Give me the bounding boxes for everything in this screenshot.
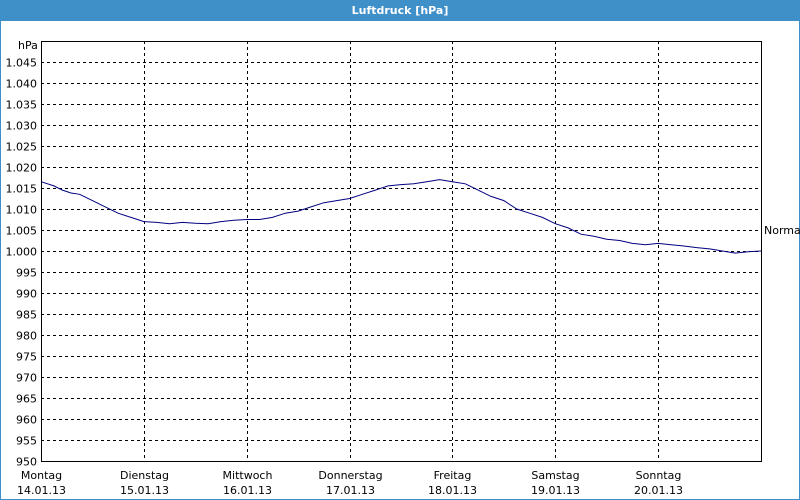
y-tick-label: 1.045	[6, 57, 38, 70]
y-tick-label: 1.010	[6, 204, 38, 217]
y-tick-label: 1.005	[6, 225, 38, 238]
y-tick-label: 1.020	[6, 162, 38, 175]
y-tick-label: 1.025	[6, 141, 38, 154]
y-tick-label: 975	[16, 351, 37, 364]
y-tick-label: 1.030	[6, 120, 38, 133]
x-axis-tick-labels: Montag 14.01.13 Dienstag 15.01.13 Mittwoch 16…	[17, 469, 683, 497]
y-tick-label: 1.035	[6, 99, 38, 112]
y-axis-tick-labels: 950 955 960 965 970 975 980 985 990 995 1.000 1.005…	[6, 57, 38, 469]
y-axis-label: hPa	[18, 39, 38, 52]
x-tick-day-label: Dienstag	[120, 469, 169, 482]
x-tick-date-label: 16.01.13	[223, 484, 272, 497]
x-tick-date-label: 18.01.13	[428, 484, 477, 497]
x-tick-date-label: 19.01.13	[531, 484, 580, 497]
chart-title: Luftdruck [hPa]	[0, 0, 800, 21]
x-tick-day-label: Donnerstag	[318, 469, 382, 482]
x-tick-day-label: Sonntag	[636, 469, 682, 482]
y-tick-label: 960	[16, 414, 37, 427]
y-tick-label: 1.040	[6, 78, 38, 91]
y-tick-label: 990	[16, 288, 37, 301]
y-tick-label: 965	[16, 393, 37, 406]
y-tick-label: 1.000	[6, 246, 38, 259]
x-tick-day-label: Freitag	[434, 469, 472, 482]
x-tick-date-label: 20.01.13	[634, 484, 683, 497]
y-tick-label: 970	[16, 372, 37, 385]
x-tick-day-label: Mittwoch	[223, 469, 273, 482]
y-tick-label: 980	[16, 330, 37, 343]
y-tick-label: 1.015	[6, 183, 38, 196]
x-tick-date-label: 17.01.13	[326, 484, 375, 497]
x-tick-date-label: 14.01.13	[17, 484, 66, 497]
pressure-series-line	[40, 179, 762, 254]
x-tick-day-label: Samstag	[531, 469, 579, 482]
x-tick-day-label: Montag	[21, 469, 62, 482]
y-tick-label: 985	[16, 309, 37, 322]
y-tick-label: 950	[16, 456, 37, 469]
normal-reference-label: Normal	[764, 224, 800, 237]
y-tick-label: 955	[16, 435, 37, 448]
x-tick-date-label: 15.01.13	[120, 484, 169, 497]
y-tick-label: 995	[16, 267, 37, 280]
grid-lines	[41, 41, 761, 461]
